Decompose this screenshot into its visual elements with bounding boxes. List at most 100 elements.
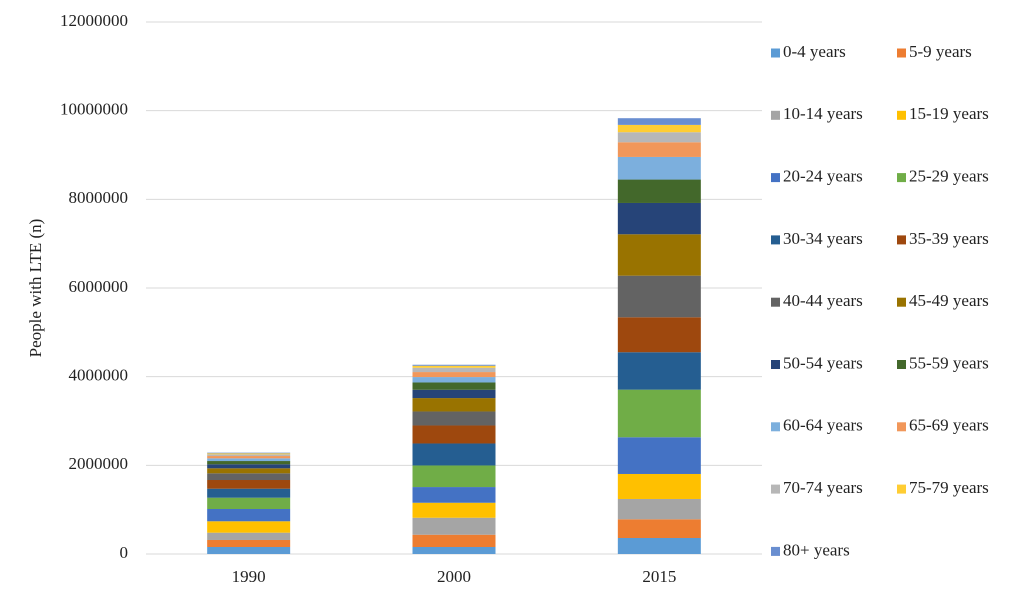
- bar-segment: [207, 480, 291, 489]
- bar-segment: [412, 546, 496, 554]
- bar-segment: [412, 377, 496, 383]
- legend-label: 30-34 years: [783, 229, 863, 248]
- legend-label: 5-9 years: [909, 42, 972, 61]
- x-tick-label: 2000: [437, 567, 471, 586]
- legend-swatch: [771, 546, 780, 556]
- bar-segment: [207, 473, 291, 481]
- legend-item: 70-74 years: [771, 478, 863, 497]
- bar-segment: [617, 317, 701, 353]
- legend-swatch: [771, 484, 780, 494]
- legend-swatch: [771, 360, 780, 369]
- legend-item: 80+ years: [771, 540, 850, 559]
- bar-segment: [412, 465, 496, 488]
- bar-segment: [207, 488, 291, 498]
- legend-label: 40-44 years: [783, 291, 863, 310]
- legend-label: 75-79 years: [909, 478, 989, 497]
- bar-segment: [617, 142, 701, 157]
- bar-segment: [207, 453, 291, 455]
- bar-segment: [412, 367, 496, 373]
- legend-item: 15-19 years: [897, 104, 989, 123]
- legend-label: 65-69 years: [909, 416, 989, 435]
- legend-swatch: [771, 48, 780, 58]
- legend-swatch: [771, 422, 780, 432]
- bar-segment: [617, 389, 701, 438]
- y-axis-label: People with LTE (n): [26, 219, 45, 358]
- legend: 0-4 years 5-9 years 10-14 years 15-19 years…: [771, 42, 989, 559]
- bar-segment: [617, 275, 701, 318]
- bar-segment: [412, 382, 496, 390]
- legend-label: 80+ years: [783, 540, 850, 559]
- bar-segment: [617, 156, 701, 180]
- legend-item: 55-59 years: [897, 353, 989, 372]
- legend-item: 0-4 years: [771, 42, 846, 61]
- bar-segment: [207, 509, 291, 522]
- y-tick-label: 0: [120, 543, 129, 562]
- legend-item: 40-44 years: [771, 291, 863, 310]
- legend-swatch: [771, 110, 780, 120]
- legend-swatch: [771, 297, 780, 307]
- bar-segment: [412, 487, 496, 503]
- bar-segment: [617, 132, 701, 143]
- bar-segment: [617, 519, 701, 538]
- y-axis-ticks: 0 2000000 4000000 6000000 8000000 10000000 120…: [60, 11, 128, 562]
- bar-segment: [412, 365, 496, 368]
- legend-swatch: [897, 484, 906, 494]
- legend-label: 25-29 years: [909, 167, 989, 186]
- legend-swatch: [897, 235, 906, 245]
- bar-segment: [207, 461, 291, 465]
- legend-label: 0-4 years: [783, 42, 846, 61]
- bar-segment: [207, 452, 291, 454]
- legend-label: 15-19 years: [909, 104, 989, 123]
- legend-label: 10-14 years: [783, 104, 863, 123]
- y-tick-label: 4000000: [69, 366, 129, 385]
- legend-item: 45-49 years: [897, 291, 989, 310]
- y-tick-label: 12000000: [60, 11, 128, 30]
- bar-segment: [412, 364, 496, 366]
- bar-segment: [412, 502, 496, 518]
- x-tick-label: 1990: [232, 567, 266, 586]
- bar-segment: [207, 546, 291, 554]
- bar-segment: [207, 497, 291, 510]
- legend-swatch: [771, 173, 780, 183]
- bar-segment: [617, 179, 701, 203]
- legend-item: 75-79 years: [897, 478, 989, 497]
- bar-segment: [617, 124, 701, 133]
- legend-label: 70-74 years: [783, 478, 863, 497]
- legend-item: 30-34 years: [771, 229, 863, 248]
- bars: [207, 118, 701, 554]
- legend-swatch: [897, 48, 906, 58]
- x-tick-label: 2015: [642, 567, 676, 586]
- bar-segment: [412, 425, 496, 444]
- legend-item: 25-29 years: [897, 167, 989, 186]
- legend-item: 60-64 years: [771, 416, 863, 435]
- bar-segment: [207, 454, 291, 457]
- x-axis-ticks: 1990 2000 2015: [232, 567, 677, 586]
- bar-segment: [617, 473, 701, 499]
- bar-segment: [207, 539, 291, 547]
- legend-swatch: [897, 297, 906, 307]
- legend-label: 35-39 years: [909, 229, 989, 248]
- legend-item: 35-39 years: [897, 229, 989, 248]
- y-tick-label: 2000000: [69, 454, 129, 473]
- bar-segment: [207, 458, 291, 462]
- legend-swatch: [897, 422, 906, 432]
- legend-item: 50-54 years: [771, 353, 863, 372]
- bar-segment: [412, 443, 496, 466]
- bar-segment: [207, 464, 291, 469]
- bar-segment: [207, 521, 291, 533]
- legend-label: 55-59 years: [909, 353, 989, 372]
- legend-item: 10-14 years: [771, 104, 863, 123]
- bar-segment: [207, 468, 291, 474]
- legend-label: 50-54 years: [783, 353, 863, 372]
- legend-swatch: [897, 110, 906, 120]
- y-tick-label: 6000000: [69, 277, 129, 296]
- legend-swatch: [897, 173, 906, 183]
- bar-segment: [617, 498, 701, 520]
- bar-segment: [617, 352, 701, 390]
- y-tick-label: 8000000: [69, 188, 129, 207]
- bar-segment: [617, 118, 701, 125]
- bar-segment: [412, 398, 496, 412]
- legend-item: 20-24 years: [771, 167, 863, 186]
- legend-item: 65-69 years: [897, 416, 989, 435]
